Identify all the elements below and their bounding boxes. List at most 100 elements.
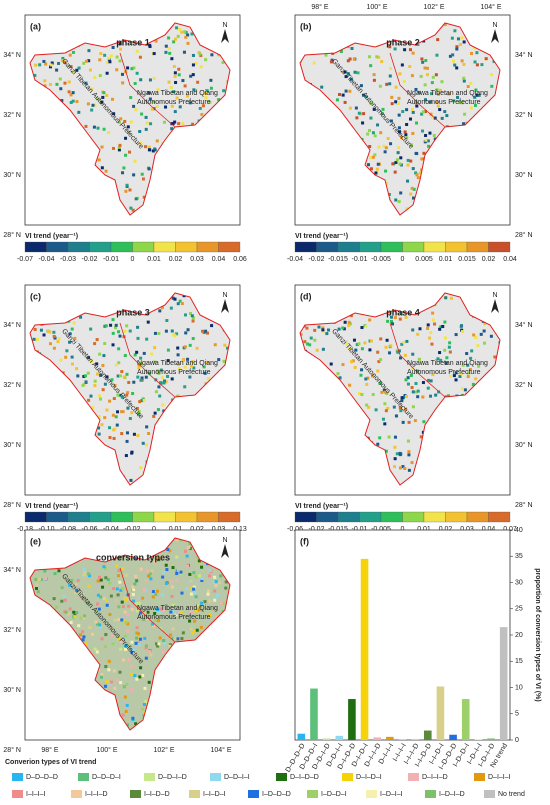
map-pixel: [104, 169, 108, 173]
map-pixel: [198, 605, 202, 609]
legend-label: I–D–I–D: [439, 791, 465, 798]
map-pixel: [98, 625, 102, 629]
map-pixel: [49, 63, 53, 67]
map-pixel: [346, 72, 350, 76]
map-pixel: [111, 97, 115, 101]
panel-title: phase 2: [386, 37, 420, 47]
map-pixel: [407, 468, 411, 472]
map-pixel: [312, 61, 316, 65]
map-pixel: [342, 327, 346, 331]
map-pixel: [121, 171, 125, 175]
map-pixel: [398, 162, 402, 166]
map-pixel: [164, 50, 168, 54]
map-pixel: [190, 314, 194, 318]
map-pixel: [397, 146, 401, 150]
map-pixel: [476, 344, 480, 348]
map-pixel: [113, 326, 117, 330]
map-pixel: [198, 106, 202, 110]
map-pixel: [77, 66, 81, 70]
map-pixel: [120, 600, 124, 604]
map-pixel: [195, 604, 199, 608]
map-pixel: [389, 344, 393, 348]
map-pixel: [144, 115, 148, 119]
map-pixel: [384, 449, 388, 453]
map-pixel: [139, 78, 143, 82]
map-pixel: [135, 49, 139, 53]
map-pixel: [368, 129, 372, 133]
y-tick-label: 10: [515, 684, 523, 691]
map-pixel: [53, 572, 57, 576]
annotation: Ngawa Tibetan and Qiang: [407, 90, 488, 97]
map-pixel: [158, 636, 162, 640]
panel-title: phase 4: [386, 307, 420, 317]
map-pixel: [194, 575, 198, 579]
colorbar-swatch: [153, 511, 176, 523]
map-pixel: [469, 106, 473, 110]
map-pixel: [87, 355, 91, 359]
map-pixel: [177, 73, 181, 77]
map-pixel: [111, 45, 115, 49]
map-pixel: [403, 394, 407, 398]
map-pixel: [348, 383, 352, 387]
map-pixel: [95, 338, 99, 342]
map-pixel: [482, 329, 486, 333]
map-pixel: [144, 700, 148, 704]
map-pixel: [117, 330, 121, 334]
map-pixel: [71, 99, 75, 103]
map-pixel: [103, 645, 107, 649]
map-pixel: [472, 46, 476, 50]
bar: [461, 699, 470, 740]
map-pixel: [392, 405, 396, 409]
map-pixel: [137, 366, 141, 370]
map-pixel: [453, 29, 457, 33]
map-pixel: [94, 620, 98, 624]
map-pixel: [117, 145, 121, 149]
map-pixel: [164, 44, 168, 48]
map-pixel: [96, 584, 100, 588]
map-pixel: [156, 369, 160, 373]
map-pixel: [384, 409, 388, 413]
map-pixel: [80, 592, 84, 596]
colorbar-tick: -0.07: [17, 256, 33, 263]
map-pixel: [389, 142, 393, 146]
map-pixel: [439, 325, 443, 329]
map-pixel: [407, 453, 411, 457]
map-pixel: [125, 372, 129, 376]
map-pixel: [147, 167, 151, 171]
map-pixel: [415, 121, 419, 125]
map-pixel: [153, 411, 157, 415]
legend-swatch: [78, 773, 89, 781]
map-pixel: [369, 101, 373, 105]
map-pixel: [153, 560, 157, 564]
map-pixel: [397, 126, 401, 130]
legend-swatch: [248, 790, 259, 798]
map-pixel: [99, 578, 103, 582]
map-pixel: [439, 358, 443, 362]
map-pixel: [447, 92, 451, 96]
map-pixel: [360, 347, 364, 351]
legend-label: D–I–D–I: [356, 774, 382, 781]
map-pixel: [186, 564, 190, 568]
map-pixel: [356, 71, 360, 75]
map-pixel: [422, 420, 426, 424]
map-pixel: [454, 371, 458, 375]
map-pixel: [357, 392, 361, 396]
map-pixel: [450, 36, 454, 40]
map-pixel: [135, 609, 139, 613]
map-pixel: [60, 599, 64, 603]
boundary: [29, 292, 231, 486]
map-pixel: [183, 84, 187, 88]
colorbar-swatch: [294, 511, 317, 523]
map-pixel: [175, 96, 179, 100]
map-pixel: [397, 130, 401, 134]
colorbar-tick: 0.02: [439, 526, 453, 533]
map-pixel: [417, 357, 421, 361]
map-pixel: [135, 626, 139, 630]
map-pixel: [181, 358, 185, 362]
map-pixel: [70, 327, 74, 331]
colorbar-tick: 0.03: [212, 526, 226, 533]
map-pixel: [119, 47, 123, 51]
map-pixel: [118, 670, 122, 674]
map-pixel: [454, 378, 458, 382]
map-pixel: [59, 358, 63, 362]
